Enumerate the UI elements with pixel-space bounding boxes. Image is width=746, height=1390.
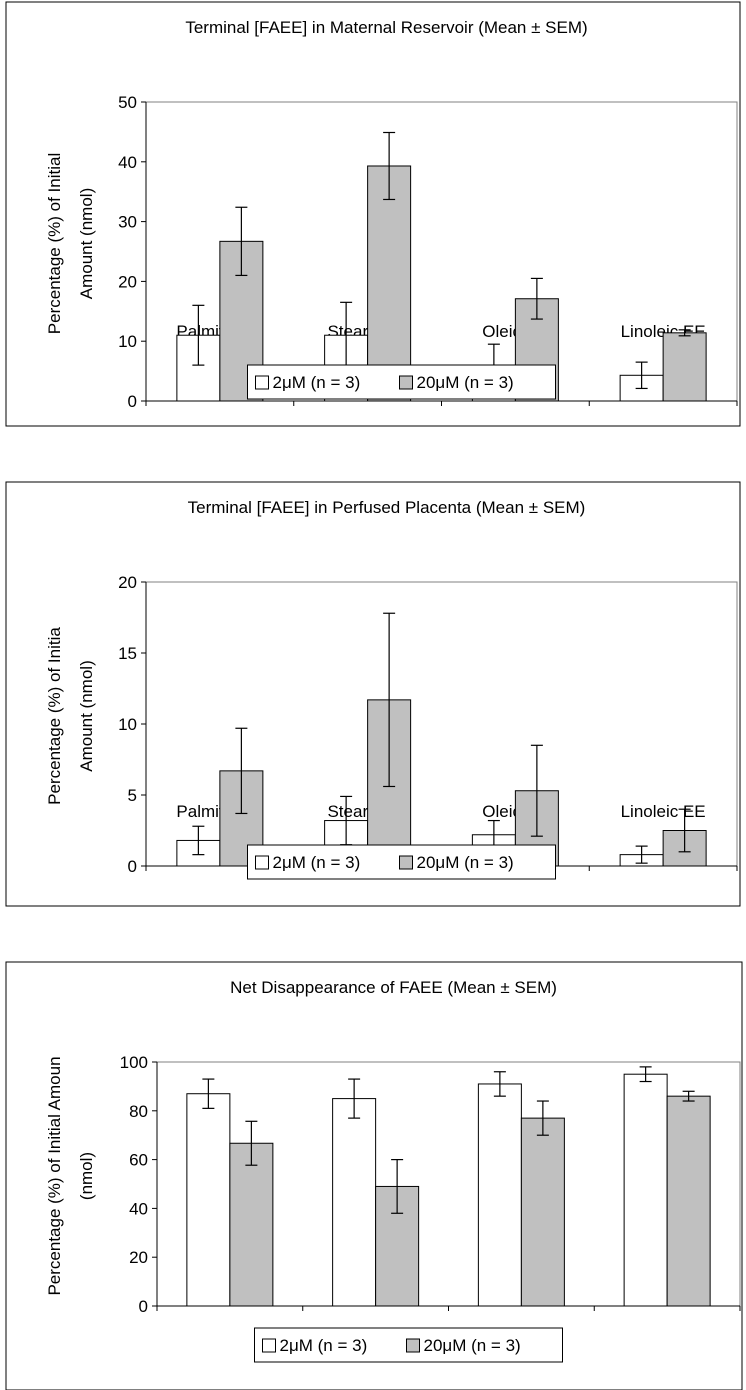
y-tick-label: 20	[129, 1248, 148, 1267]
y-axis-label: Percentage (%) of Initia	[45, 627, 64, 805]
legend-swatch	[262, 1338, 276, 1353]
legend-swatch	[255, 375, 269, 390]
y-tick-label: 0	[128, 857, 137, 876]
legend-label: 2μM (n = 3)	[273, 853, 361, 872]
y-tick-label: 60	[129, 1151, 148, 1170]
y-tick-label: 100	[120, 1053, 148, 1072]
y-tick-label: 30	[118, 213, 137, 232]
y-axis-label: Amount (nmol)	[77, 188, 96, 299]
bar-2uM	[623, 1073, 668, 1307]
chart-title: Terminal [FAEE] in Perfused Placenta (Me…	[188, 498, 586, 517]
y-tick-label: 40	[129, 1199, 148, 1218]
y-tick-label: 15	[118, 644, 137, 663]
y-tick-label: 20	[118, 573, 137, 592]
legend-label: 2μM (n = 3)	[280, 1336, 368, 1355]
x-tick-label: Linoleic EE	[621, 802, 706, 821]
chart-panel-perfused-placenta: Terminal [FAEE] in Perfused Placenta (Me…	[0, 480, 746, 910]
y-tick-label: 0	[139, 1297, 148, 1316]
chart-maternal-reservoir: Terminal [FAEE] in Maternal Reservoir (M…	[5, 1, 741, 427]
y-tick-label: 40	[118, 153, 137, 172]
legend-swatch	[399, 375, 413, 390]
chart-panel-net-disappearance: Net Disappearance of FAEE (Mean ± SEM) 0 2…	[0, 960, 746, 1390]
y-axis-label: Amount (nmol)	[77, 660, 96, 771]
chart-title: Net Disappearance of FAEE (Mean ± SEM)	[230, 978, 557, 997]
legend-label: 2μM (n = 3)	[273, 373, 361, 392]
chart-net-disappearance: Net Disappearance of FAEE (Mean ± SEM) 0 2…	[5, 961, 743, 1390]
legend-swatch	[255, 855, 269, 870]
bar-2uM	[186, 1093, 231, 1307]
bar-2uM	[332, 1098, 377, 1307]
y-tick-label: 80	[129, 1102, 148, 1121]
y-tick-label: 50	[118, 93, 137, 112]
chart-panel-maternal-reservoir: Terminal [FAEE] in Maternal Reservoir (M…	[0, 0, 746, 430]
bar-2uM	[477, 1083, 522, 1307]
legend-label: 20μM (n = 3)	[417, 373, 514, 392]
legend-swatch	[399, 855, 413, 870]
bar-20uM	[367, 165, 412, 402]
chart-title: Terminal [FAEE] in Maternal Reservoir (M…	[185, 18, 587, 37]
y-tick-label: 5	[128, 786, 137, 805]
legend-swatch	[406, 1338, 420, 1353]
bar-20uM	[229, 1142, 274, 1307]
chart-perfused-placenta: Terminal [FAEE] in Perfused Placenta (Me…	[5, 481, 741, 907]
y-tick-label: 0	[128, 392, 137, 411]
bar-20uM	[520, 1117, 565, 1307]
y-tick-label: 20	[118, 272, 137, 291]
y-tick-label: 10	[118, 332, 137, 351]
legend-label: 20μM (n = 3)	[417, 853, 514, 872]
y-axis-label: Percentage (%) of Initial Amoun	[45, 1056, 64, 1295]
legend-label: 20μM (n = 3)	[424, 1336, 521, 1355]
bar-20uM	[662, 332, 707, 402]
y-axis-label: (nmol)	[77, 1152, 96, 1200]
y-axis-label: Percentage (%) of Initial	[45, 153, 64, 334]
y-tick-label: 10	[118, 715, 137, 734]
bar-20uM	[666, 1095, 711, 1307]
